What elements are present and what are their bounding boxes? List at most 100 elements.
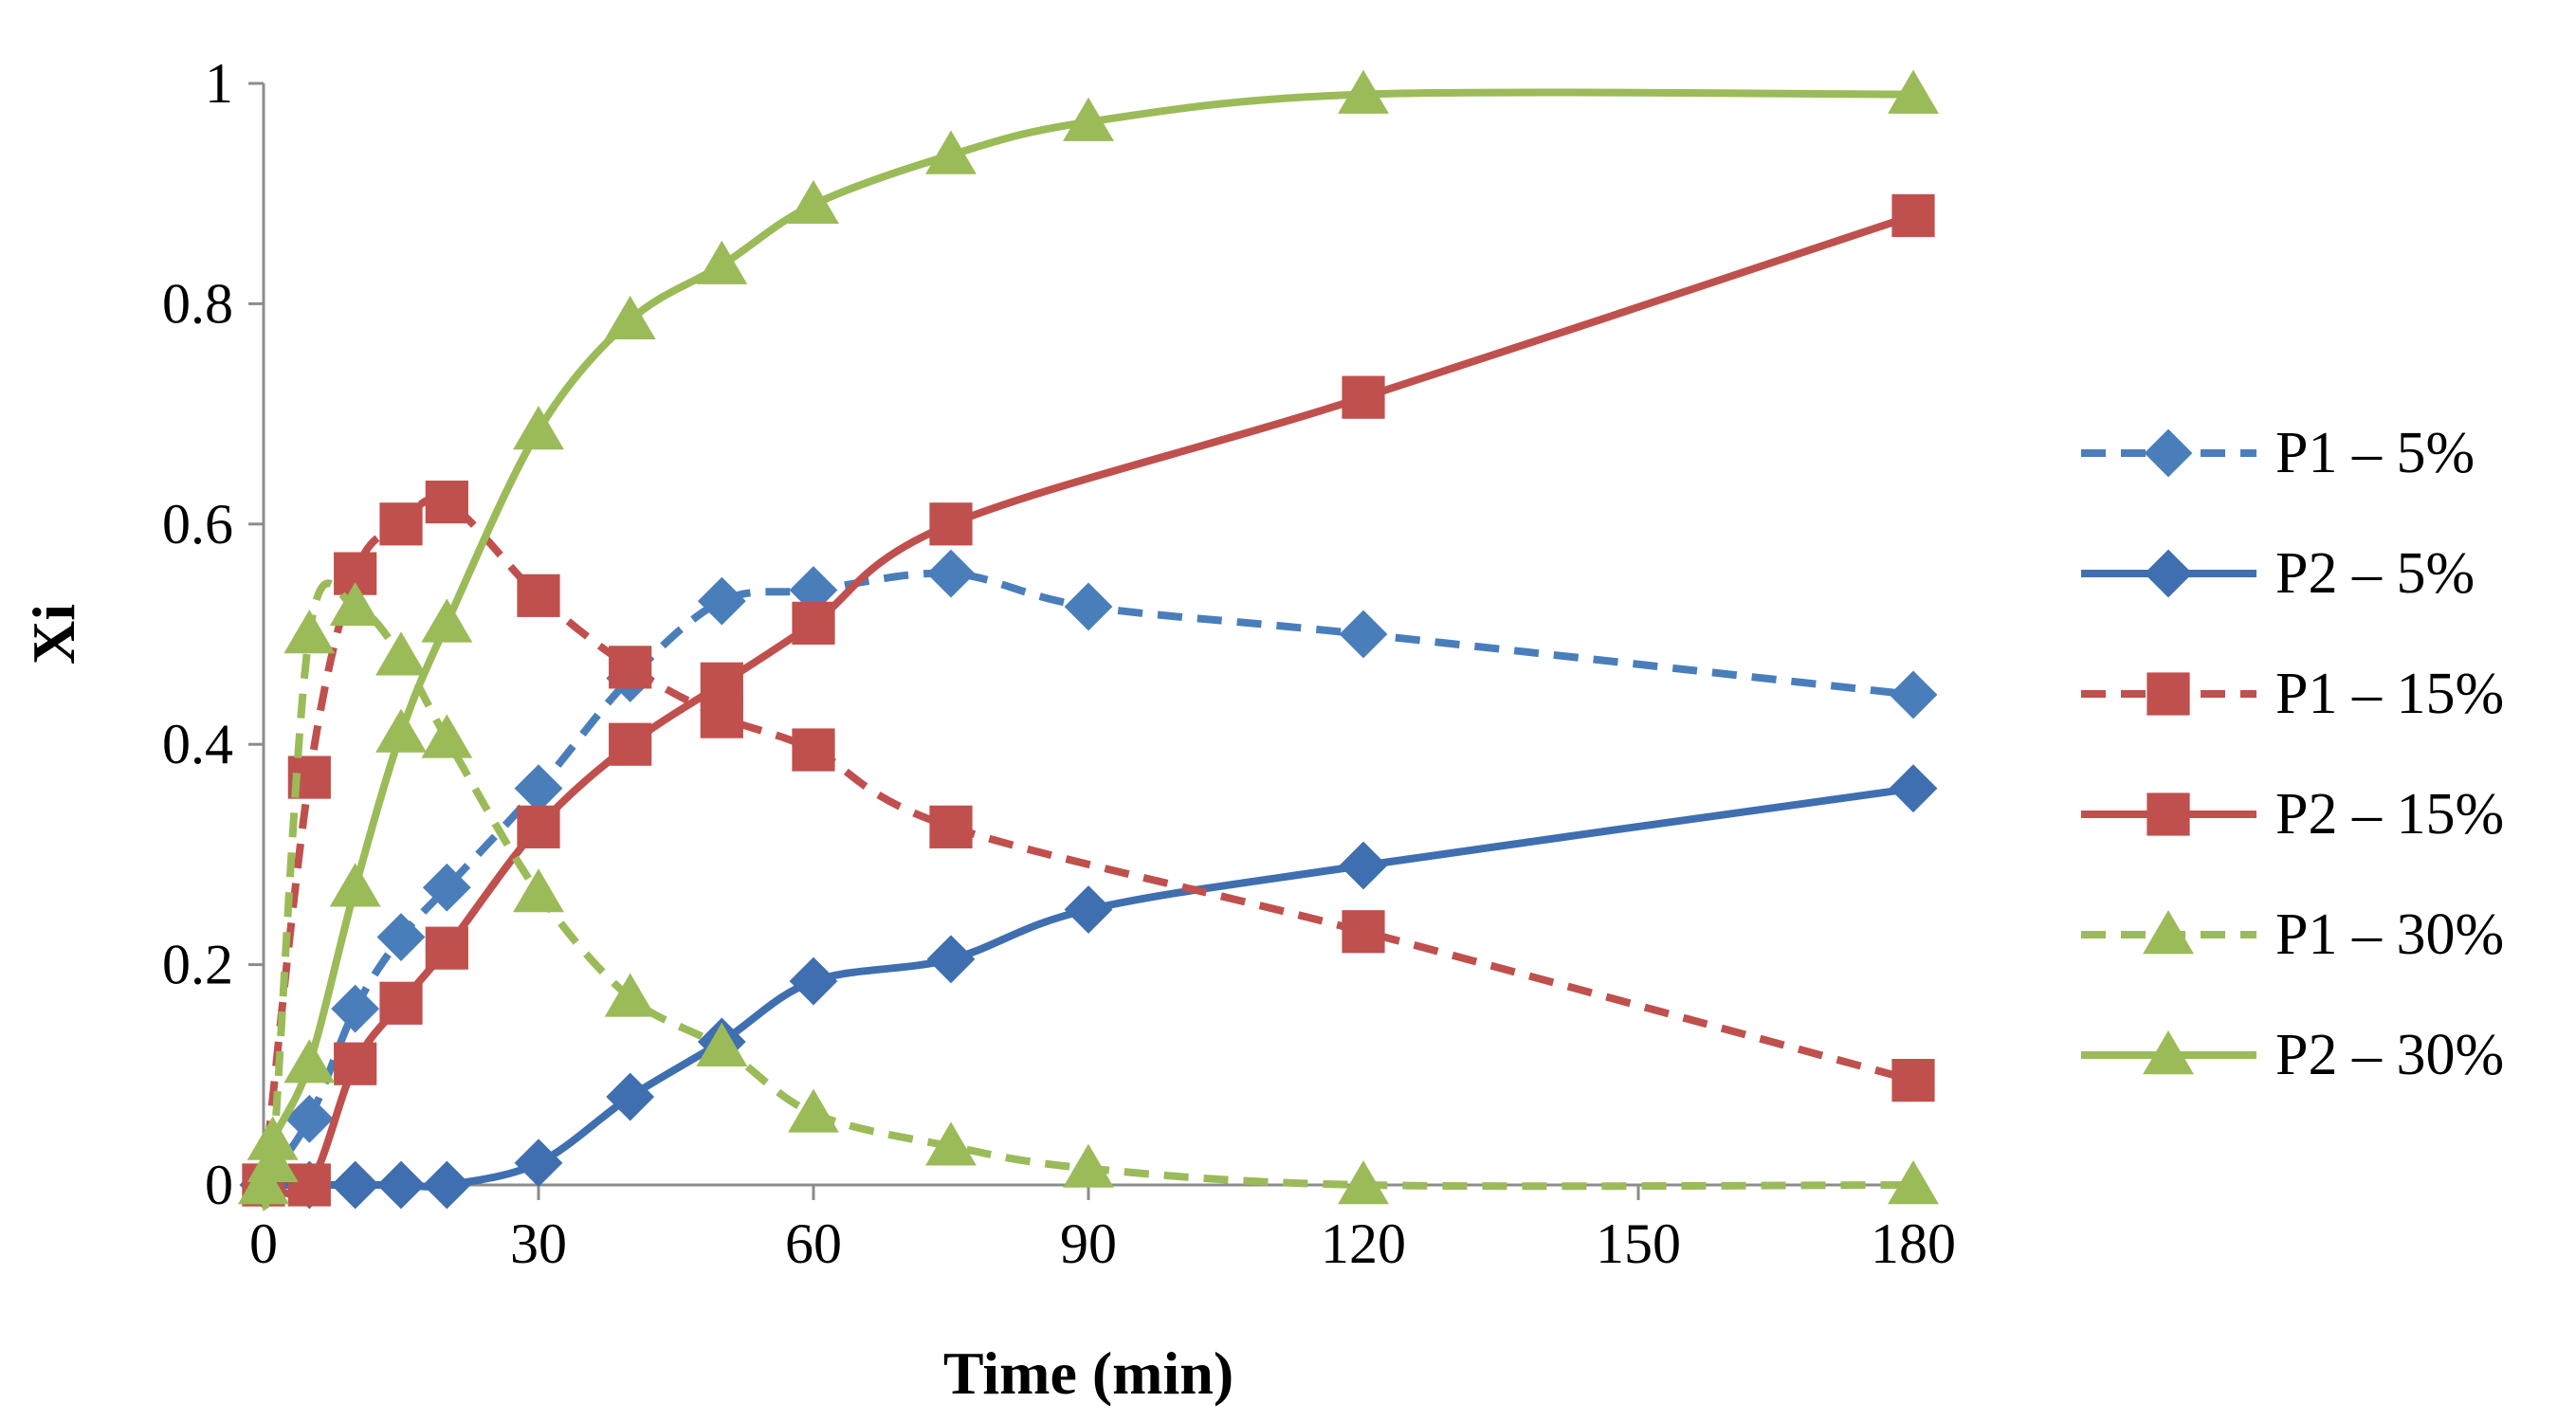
data-point	[696, 1022, 748, 1066]
data-point	[788, 179, 839, 225]
series-line	[260, 579, 1914, 1213]
data-point	[1889, 670, 1938, 720]
series-6	[238, 69, 1939, 1205]
data-point	[926, 935, 976, 984]
data-point	[1064, 582, 1113, 631]
data-point	[513, 406, 564, 450]
data-point	[606, 1072, 655, 1121]
data-point	[1063, 1143, 1114, 1188]
legend-marker	[2144, 428, 2193, 478]
data-point	[1339, 841, 1388, 890]
data-point	[247, 1116, 299, 1160]
data-point	[331, 984, 380, 1033]
data-point	[696, 240, 748, 284]
y-tick-label: 1	[205, 52, 233, 115]
legend-item-6: P2 – 30%	[2081, 1023, 2504, 1087]
data-point	[287, 1163, 331, 1207]
data-point	[517, 805, 560, 848]
data-point	[514, 1139, 563, 1188]
data-point	[609, 722, 652, 766]
data-point	[609, 646, 652, 689]
legend-label: P2 – 15%	[2275, 782, 2504, 847]
data-point	[329, 581, 381, 627]
data-point	[329, 863, 381, 907]
series-line	[260, 569, 1914, 1188]
data-point	[697, 576, 746, 626]
y-tick-label: 0.6	[162, 493, 233, 556]
y-tick-label: 0	[205, 1154, 233, 1216]
legend-label: P2 – 30%	[2275, 1023, 2504, 1087]
legend-item-3: P1 – 15%	[2081, 662, 2504, 726]
data-point	[1339, 610, 1388, 659]
legend-label: P1 – 5%	[2275, 421, 2475, 485]
axes: 0 0.2 0.4 0.6 0.8 1 0 30 60 90 120 150 180	[162, 52, 1956, 1275]
data-point	[929, 805, 973, 848]
x-tick-label: 180	[1871, 1212, 1956, 1275]
data-point	[792, 728, 835, 772]
data-point	[1889, 764, 1938, 813]
legend-item-4: P2 – 15%	[2081, 782, 2504, 847]
data-point	[604, 973, 656, 1017]
legend-marker	[2144, 549, 2193, 598]
x-tick-label: 30	[510, 1212, 567, 1275]
data-point	[375, 631, 427, 676]
data-point	[1891, 193, 1935, 238]
data-point	[283, 1039, 336, 1084]
data-point	[1891, 1059, 1935, 1102]
data-point	[1338, 1160, 1389, 1205]
series-layer	[238, 69, 1939, 1213]
data-point	[700, 662, 743, 705]
legend-marker	[2147, 792, 2190, 836]
data-point	[421, 714, 473, 758]
data-point	[283, 610, 336, 654]
data-point	[517, 574, 560, 617]
legend-label: P1 – 30%	[2275, 902, 2504, 967]
series-line	[264, 784, 1914, 1191]
data-point	[376, 913, 426, 961]
data-point	[379, 502, 423, 546]
data-point	[1342, 910, 1385, 954]
data-point	[379, 981, 423, 1025]
data-point	[1064, 885, 1113, 934]
legend-label: P1 – 15%	[2275, 662, 2504, 726]
data-point	[375, 708, 427, 753]
series-5	[238, 579, 1939, 1213]
data-point	[238, 1160, 289, 1205]
x-tick-label: 120	[1321, 1212, 1406, 1275]
data-point	[1888, 1160, 1939, 1205]
data-point	[1338, 69, 1389, 114]
data-point	[925, 1121, 977, 1166]
data-point	[926, 549, 976, 598]
legend: P1 – 5% P2 – 5% P1 – 15% P2 – 15% P1 – 30% P2…	[2081, 421, 2504, 1087]
legend-marker	[2147, 672, 2190, 716]
series-line	[260, 495, 1915, 1186]
data-point	[425, 926, 468, 970]
data-point	[425, 480, 468, 524]
x-tick-label: 0	[249, 1212, 278, 1275]
data-point	[284, 1094, 334, 1143]
y-tick-label: 0.2	[162, 934, 233, 996]
data-point	[514, 764, 563, 813]
data-point	[422, 863, 471, 912]
series-line	[263, 211, 1915, 1198]
legend-item-5: P1 – 30%	[2081, 902, 2504, 967]
data-point	[1063, 97, 1114, 141]
data-point	[792, 601, 835, 645]
data-point	[788, 1088, 839, 1133]
x-axis-title: Time (min)	[943, 1339, 1233, 1407]
x-tick-label: 60	[785, 1212, 842, 1275]
data-point	[334, 1042, 377, 1085]
data-point	[513, 868, 564, 913]
x-tick-label: 90	[1060, 1212, 1117, 1275]
data-point	[929, 502, 973, 546]
legend-item-1: P1 – 5%	[2081, 421, 2475, 485]
legend-marker	[2143, 910, 2194, 955]
y-axis-title: Xi	[20, 604, 87, 665]
x-tick-label: 150	[1596, 1212, 1681, 1275]
y-tick-label: 0.4	[162, 713, 233, 775]
legend-marker	[2143, 1030, 2194, 1075]
data-point	[789, 956, 838, 1006]
data-point	[421, 598, 473, 643]
